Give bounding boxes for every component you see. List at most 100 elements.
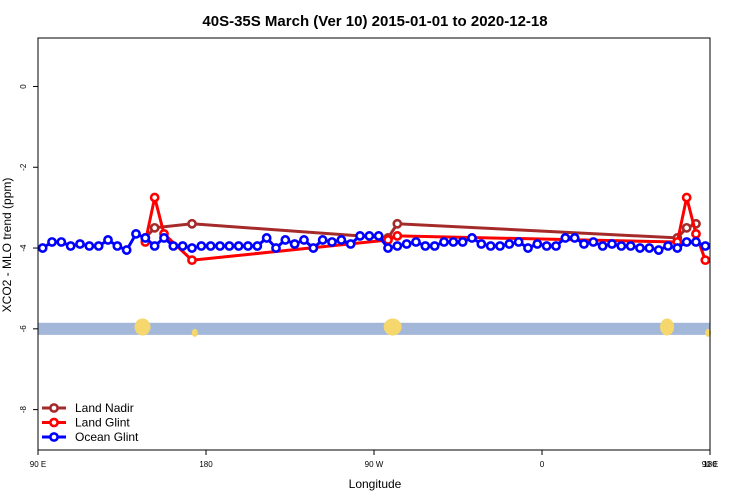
data-point bbox=[159, 233, 169, 243]
series-ocean-glint bbox=[37, 229, 711, 255]
data-point bbox=[299, 235, 309, 245]
legend-item: Land Nadir bbox=[42, 401, 134, 415]
legend-label: Ocean Glint bbox=[75, 430, 139, 444]
data-point bbox=[121, 245, 132, 255]
data-point bbox=[653, 245, 664, 255]
data-point bbox=[233, 241, 244, 251]
data-point bbox=[47, 237, 57, 247]
data-point bbox=[681, 222, 692, 233]
legend-label: Land Nadir bbox=[75, 401, 134, 415]
data-point bbox=[663, 241, 673, 251]
data-point bbox=[56, 237, 67, 247]
data-point bbox=[551, 241, 561, 251]
data-point bbox=[420, 241, 431, 251]
data-point bbox=[336, 235, 347, 245]
data-point bbox=[560, 233, 571, 243]
data-point bbox=[37, 243, 48, 253]
x-tick-label: 90 W bbox=[365, 460, 384, 469]
data-point bbox=[691, 237, 701, 247]
data-point bbox=[93, 241, 104, 251]
data-point bbox=[196, 241, 207, 251]
data-point bbox=[392, 231, 403, 241]
y-axis: 0 -2 -4 -6 -8 bbox=[19, 84, 38, 413]
series-layer bbox=[37, 192, 711, 266]
data-point bbox=[700, 241, 711, 251]
series-land-glint bbox=[140, 192, 711, 266]
x-axis-label: Longitude bbox=[349, 477, 402, 491]
data-point bbox=[215, 241, 225, 251]
data-point bbox=[187, 255, 197, 266]
y-tick-label: -4 bbox=[19, 244, 28, 252]
land-patch bbox=[660, 318, 675, 336]
x-tick-label: 90 E bbox=[702, 460, 718, 469]
land-patch bbox=[191, 328, 198, 337]
data-point bbox=[467, 233, 477, 243]
y-tick-label: -8 bbox=[19, 406, 28, 414]
data-point bbox=[149, 241, 160, 251]
data-point bbox=[681, 237, 692, 247]
data-point bbox=[681, 192, 692, 203]
y-tick-label: 0 bbox=[19, 84, 28, 89]
data-point bbox=[205, 241, 216, 251]
data-point bbox=[271, 243, 281, 253]
y-tick-label: -6 bbox=[19, 325, 28, 333]
data-point bbox=[607, 239, 617, 249]
data-point bbox=[691, 229, 701, 239]
data-point bbox=[579, 239, 589, 249]
data-point bbox=[569, 233, 580, 243]
data-point bbox=[65, 241, 76, 251]
data-point bbox=[644, 243, 655, 253]
data-point bbox=[224, 241, 235, 251]
data-point bbox=[588, 237, 599, 247]
data-point bbox=[177, 241, 188, 251]
data-point bbox=[364, 231, 375, 241]
data-point bbox=[280, 235, 291, 245]
legend-item: Ocean Glint bbox=[42, 430, 139, 444]
data-point bbox=[485, 241, 496, 251]
legend-marker bbox=[49, 417, 59, 428]
x-tick-label: 90 E bbox=[30, 460, 46, 469]
x-tick-label: 0 bbox=[540, 460, 545, 469]
data-point bbox=[504, 239, 515, 249]
data-point bbox=[411, 237, 421, 247]
data-point bbox=[401, 239, 412, 249]
data-point bbox=[187, 243, 197, 253]
series-line bbox=[143, 197, 707, 262]
data-point bbox=[84, 241, 95, 251]
data-point bbox=[317, 235, 328, 245]
chart-title: 40S-35S March (Ver 10) 2015-01-01 to 202… bbox=[202, 13, 547, 30]
landmass-band bbox=[38, 318, 712, 337]
data-point bbox=[261, 233, 272, 243]
data-point bbox=[439, 237, 449, 247]
legend-label: Land Glint bbox=[75, 416, 130, 430]
data-point bbox=[75, 239, 85, 249]
y-axis-label: XCO2 - MLO trend (ppm) bbox=[0, 178, 14, 313]
ocean-band bbox=[38, 322, 710, 335]
data-point bbox=[392, 241, 403, 251]
data-point bbox=[700, 255, 711, 266]
data-point bbox=[252, 241, 263, 251]
data-point bbox=[149, 222, 160, 233]
data-point bbox=[625, 241, 636, 251]
data-point bbox=[513, 237, 524, 247]
data-point bbox=[457, 237, 468, 247]
data-point bbox=[308, 243, 319, 253]
legend-marker bbox=[49, 403, 59, 413]
data-point bbox=[373, 231, 384, 241]
y-tick-label: -2 bbox=[19, 163, 28, 171]
data-point bbox=[541, 241, 552, 251]
x-tick-label: 180 bbox=[703, 460, 717, 469]
data-point bbox=[392, 218, 403, 229]
data-point bbox=[448, 237, 459, 247]
data-point bbox=[112, 241, 123, 251]
data-point bbox=[103, 235, 113, 245]
data-point bbox=[672, 243, 683, 253]
data-point bbox=[355, 231, 365, 241]
x-tick-label: 180 bbox=[199, 460, 213, 469]
data-point bbox=[635, 243, 645, 253]
data-point bbox=[131, 229, 141, 239]
data-point bbox=[168, 241, 179, 251]
data-point bbox=[345, 239, 356, 249]
